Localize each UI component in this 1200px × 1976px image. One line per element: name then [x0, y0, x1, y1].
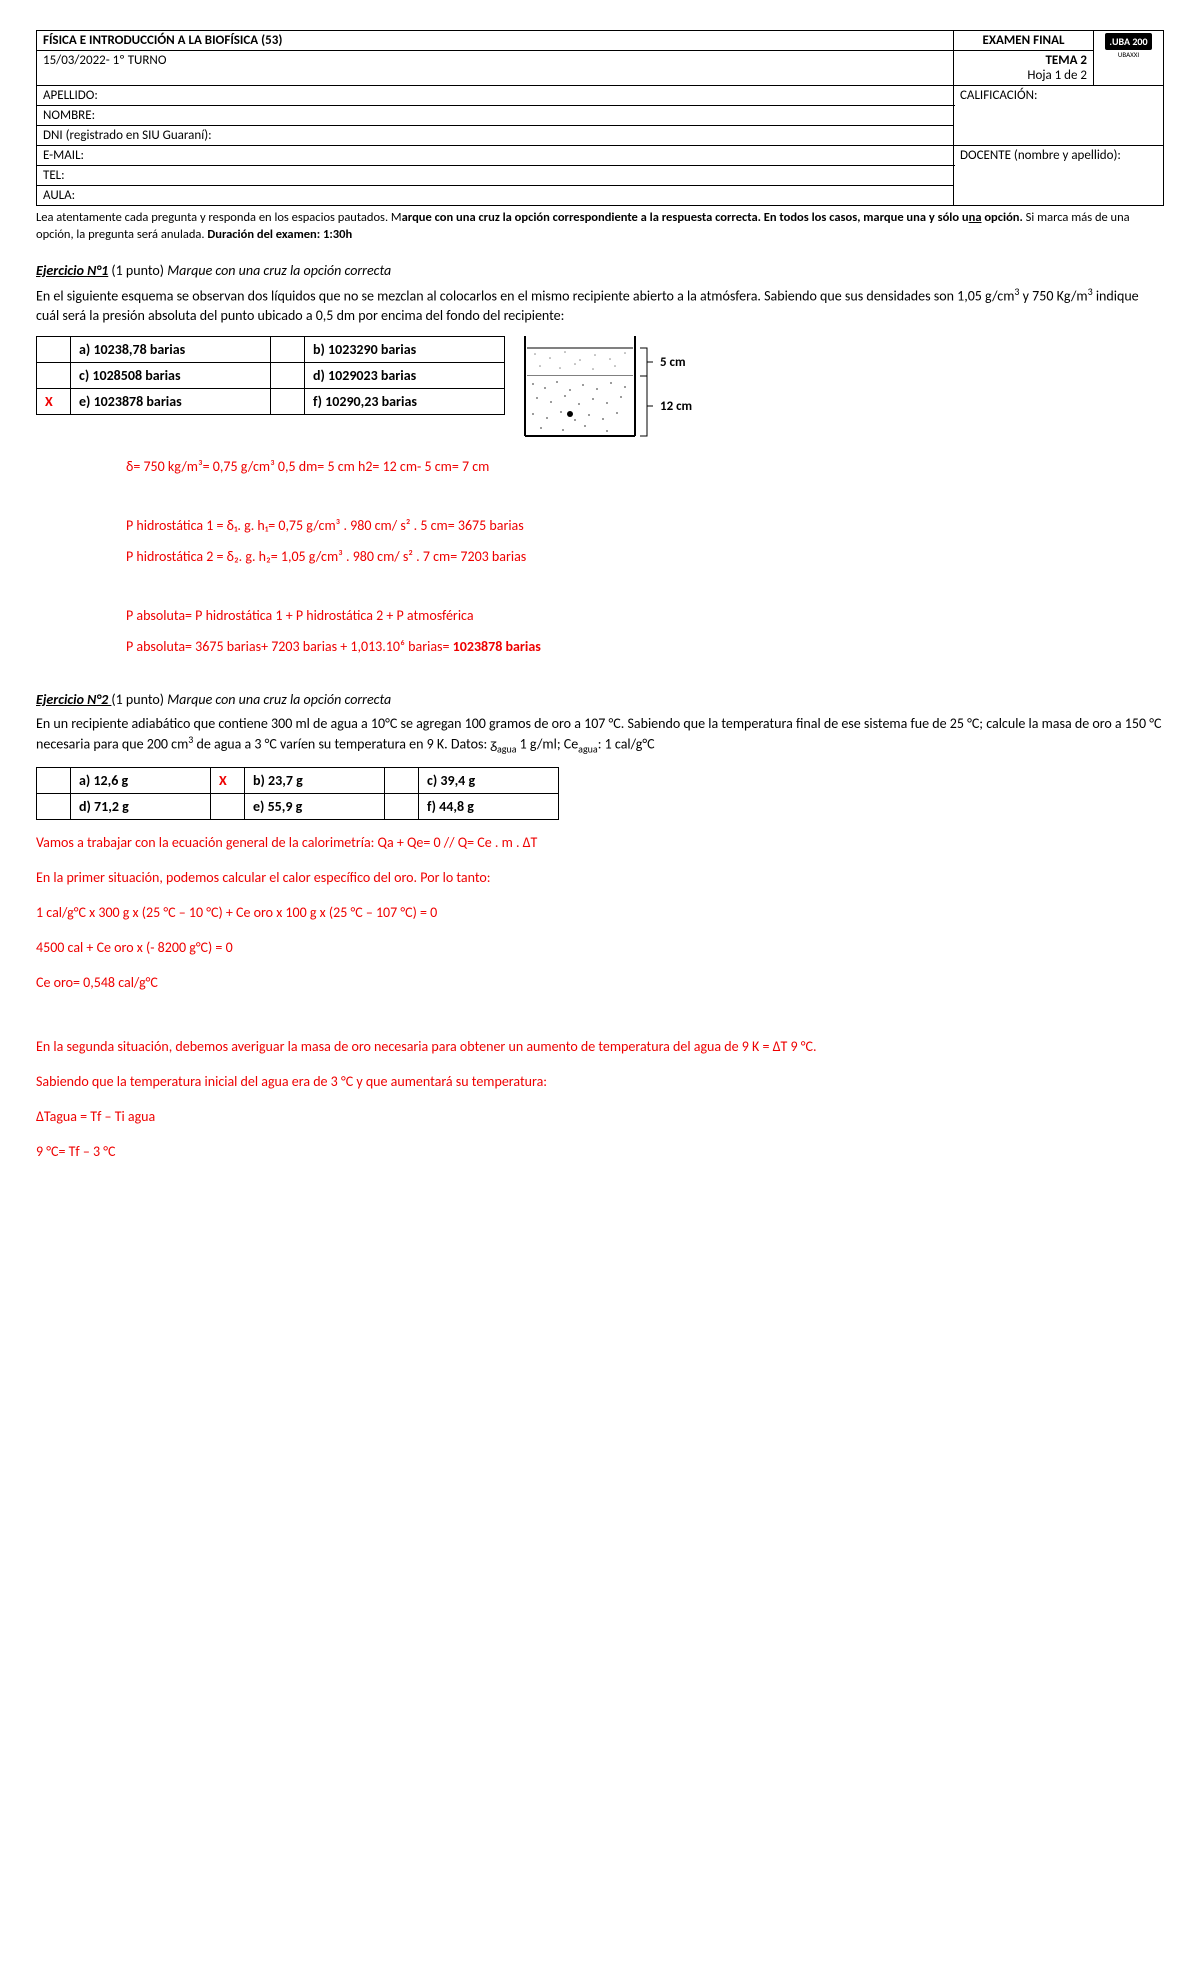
ej2-mark-b[interactable]: X [211, 767, 245, 793]
ej1-options-table: a) 10238,78 barias b) 1023290 barias c) … [36, 336, 505, 415]
ej2-l4: 4500 cal + Ce oro x (- 8200 g°C) = 0 [36, 935, 1164, 960]
instr-b2: opción. [982, 210, 1023, 225]
date-shift: 15/03/2022- 1º TURNO [37, 51, 954, 86]
calificacion-field[interactable]: CALIFICACIÓN: [954, 86, 1164, 146]
ej2-l3: 1 cal/g°C x 300 g x (25 °C – 10 °C) + Ce… [36, 900, 1164, 925]
ej1-mark-b[interactable] [271, 336, 305, 362]
ej1-mark-c[interactable] [37, 362, 71, 388]
ej2-l1: Vamos a trabajar con la ecuación general… [36, 830, 1164, 855]
ej2-l2: En la primer situación, podemos calcular… [36, 865, 1164, 890]
ej1-t2: y 750 Kg/m [1020, 287, 1088, 304]
ej1-calc4: P absoluta= P hidrostática 1 + P hidrost… [126, 605, 1164, 626]
ej1-pts: (1 punto) [108, 262, 167, 279]
ej2-options-table: a) 12,6 g X b) 23,7 g c) 39,4 g d) 71,2 … [36, 767, 559, 820]
ej1-title: Ejercicio N°1 (1 punto) Marque con una c… [36, 262, 1164, 279]
ej1-sub: Marque con una cruz la opción correcta [167, 262, 391, 279]
ej2-text: En un recipiente adiabático que contiene… [36, 714, 1164, 757]
ej1-opt-b: b) 1023290 barias [305, 336, 505, 362]
ej1-label: Ejercicio N°1 [36, 262, 108, 279]
header-table: FÍSICA E INTRODUCCIÓN A LA BIOFÍSICA (53… [36, 30, 1164, 206]
ej1-mark-d[interactable] [271, 362, 305, 388]
ej2-t4: : 1 cal/g°C [598, 736, 655, 753]
docente-field[interactable]: DOCENTE (nombre y apellido): [954, 146, 1164, 206]
ej2-t3: 1 g/ml; Ce [517, 736, 579, 753]
ej2-pts: (1 punto) [111, 691, 167, 708]
vessel-label-5: 5 cm [660, 355, 686, 370]
ej2-opt-f: f) 44,8 g [419, 793, 559, 819]
ej1-mark-f[interactable] [271, 388, 305, 414]
instr-b3: Duración del examen: 1:30h [207, 227, 352, 242]
ej1-calc5a: P absoluta= 3675 barias+ 7203 barias + 1… [126, 638, 453, 655]
ej1-mark-e[interactable]: X [37, 388, 71, 414]
ej1-opt-f: f) 10290,23 barias [305, 388, 505, 414]
ej2-mark-e[interactable] [211, 793, 245, 819]
ej2-l6: En la segunda situación, debemos averigu… [36, 1034, 1164, 1059]
ej1-opt-a: a) 10238,78 barias [71, 336, 271, 362]
ej1-calc5: P absoluta= 3675 barias+ 7203 barias + 1… [126, 636, 1164, 657]
ej2-t2: de agua a 3 °C varíen su temperatura en … [193, 736, 497, 753]
ej1-calc3: P hidrostática 2 = δ₂. g. h₂= 1,05 g/cm³… [126, 546, 1164, 567]
ej1-opt-d: d) 1029023 barias [305, 362, 505, 388]
ej1-mark-a[interactable] [37, 336, 71, 362]
exam-label: EXAMEN FINAL [954, 31, 1094, 51]
ej1-text: En el siguiente esquema se observan dos … [36, 285, 1164, 326]
vessel-label-12: 12 cm [660, 399, 692, 414]
hoja-label: Hoja 1 de 2 [954, 68, 1093, 85]
logo-sub: UBAXXI [1100, 50, 1157, 59]
nombre-field[interactable]: NOMBRE: [37, 106, 954, 126]
logo-cell: .UBA 200 UBAXXI [1094, 31, 1164, 86]
ej2-title: Ejercicio N°2 (1 punto) Marque con una c… [36, 691, 1164, 708]
ej2-opt-d: d) 71,2 g [71, 793, 211, 819]
tel-field[interactable]: TEL: [37, 166, 954, 186]
apellido-field[interactable]: APELLIDO: [37, 86, 954, 106]
ej2-opt-b: b) 23,7 g [245, 767, 385, 793]
aula-field[interactable]: AULA: [37, 186, 954, 206]
ej2-l7: Sabiendo que la temperatura inicial del … [36, 1069, 1164, 1094]
ej1-calc1: δ= 750 kg/m³= 0,75 g/cm³ 0,5 dm= 5 cm h2… [126, 456, 1164, 477]
ej2-opt-e: e) 55,9 g [245, 793, 385, 819]
instructions: Lea atentamente cada pregunta y responda… [36, 210, 1164, 244]
tema-label: TEMA 2 [954, 51, 1093, 68]
ej1-t1: En el siguiente esquema se observan dos … [36, 287, 1014, 304]
ej2-l9: 9 °C= Tf – 3 °C [36, 1139, 1164, 1164]
ej2-l8: ΔTagua = Tf – Ti agua [36, 1104, 1164, 1129]
email-field[interactable]: E-MAIL: [37, 146, 954, 166]
vessel-diagram: 5 cm 12 cm [515, 336, 675, 446]
ej2-opt-c: c) 39,4 g [419, 767, 559, 793]
ej2-l5: Ce oro= 0,548 cal/g°C [36, 970, 1164, 995]
ej1-opt-e: e) 1023878 barias [71, 388, 271, 414]
ej2-mark-a[interactable] [37, 767, 71, 793]
ej1-opt-c: c) 1028508 barias [71, 362, 271, 388]
course-title: FÍSICA E INTRODUCCIÓN A LA BIOFÍSICA (53… [37, 31, 954, 51]
ej2-opt-a: a) 12,6 g [71, 767, 211, 793]
uba-logo-icon: .UBA 200 [1105, 33, 1151, 50]
ej2-mark-c[interactable] [385, 767, 419, 793]
ej1-calc2: P hidrostática 1 = δ₁. g. h₁= 0,75 g/cm³… [126, 515, 1164, 536]
instr-b1: arque con una cruz la opción correspondi… [402, 210, 969, 225]
ej2-mark-d[interactable] [37, 793, 71, 819]
dni-field[interactable]: DNI (registrado en SIU Guaraní): [37, 126, 954, 146]
instr-u: na [969, 210, 982, 225]
ej1-calc5b: 1023878 barias [453, 638, 541, 655]
ej2-mark-f[interactable] [385, 793, 419, 819]
ej2-sub: Marque con una cruz la opción correcta [167, 691, 391, 708]
instr-pre: Lea atentamente cada pregunta y responda… [36, 210, 402, 225]
ej2-label: Ejercicio N°2 [36, 691, 111, 708]
